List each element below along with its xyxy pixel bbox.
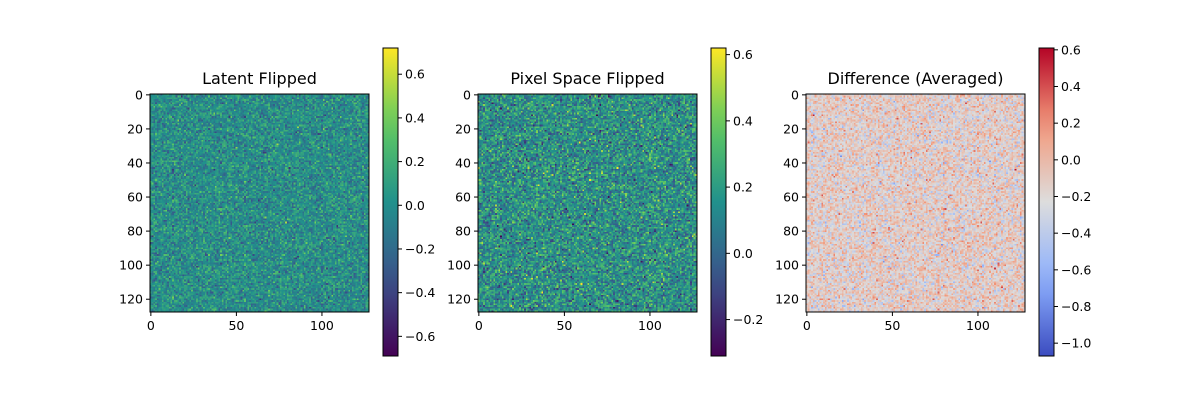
heatmap-image — [150, 94, 369, 312]
colorbar-tick-label: 0.4 — [405, 110, 425, 125]
colorbar-tick-label: −0.4 — [405, 285, 435, 300]
colorbar-tick-label: 0.2 — [1061, 116, 1081, 131]
axes-frame — [805, 93, 1026, 313]
colorbar-tick-label: −1.0 — [1061, 336, 1091, 351]
y-tick-label: 120 — [119, 292, 143, 307]
x-tick-label: 100 — [638, 318, 662, 333]
colorbar-tick-label: 0.4 — [733, 113, 753, 128]
y-tick-label: 80 — [455, 224, 471, 239]
x-tick-label: 0 — [147, 318, 155, 333]
y-tick-label: 0 — [135, 87, 143, 102]
heatmap-panel-1: Latent Flipped 0 50 100 0 20 40 60 80 100 120 0.6 0.… — [119, 47, 435, 357]
colorbar-tick-label: 0.4 — [1061, 79, 1081, 94]
y-tick-label: 60 — [455, 190, 471, 205]
y-tick-label: 0 — [463, 87, 471, 102]
y-tick-label: 20 — [783, 121, 799, 136]
chart-title: Latent Flipped — [202, 69, 317, 88]
x-tick-label: 50 — [556, 318, 572, 333]
y-tick-label: 20 — [127, 121, 143, 136]
colorbar — [711, 48, 726, 356]
y-tick-label: 20 — [455, 121, 471, 136]
y-tick-label: 40 — [127, 155, 143, 170]
heatmap-image — [478, 94, 697, 312]
colorbar-tick-label: 0.2 — [733, 180, 753, 195]
chart-title: Pixel Space Flipped — [510, 69, 664, 88]
colorbar-tick-label: −0.6 — [1061, 262, 1091, 277]
colorbar-tick-label: 0.2 — [405, 154, 425, 169]
y-tick-label: 100 — [775, 258, 799, 273]
colorbar-tick-label: −0.6 — [405, 329, 435, 344]
heatmap-panel-2: Pixel Space Flipped 0 50 100 0 20 40 60 80 100 120… — [447, 47, 763, 357]
x-tick-label: 100 — [966, 318, 990, 333]
y-tick-label: 60 — [783, 190, 799, 205]
y-tick-label: 40 — [455, 155, 471, 170]
colorbar-tick-label: 0.6 — [733, 47, 753, 62]
x-tick-label: 100 — [310, 318, 334, 333]
y-tick-label: 120 — [447, 292, 471, 307]
y-tick-label: 80 — [127, 224, 143, 239]
colorbar — [1039, 48, 1054, 356]
x-tick-label: 50 — [228, 318, 244, 333]
heatmap-panel-3: Difference (Averaged) 0 50 100 0 20 40 60 80 100 1… — [775, 42, 1091, 357]
colorbar-tick-label: −0.4 — [1061, 226, 1091, 241]
colorbar-tick-label: 0.0 — [1061, 152, 1081, 167]
y-tick-label: 60 — [127, 190, 143, 205]
y-tick-label: 100 — [119, 258, 143, 273]
y-tick-label: 0 — [791, 87, 799, 102]
colorbar-tick-label: 0.0 — [405, 198, 425, 213]
x-tick-label: 0 — [803, 318, 811, 333]
x-tick-label: 0 — [475, 318, 483, 333]
heatmap-image — [806, 94, 1025, 312]
y-tick-label: 40 — [783, 155, 799, 170]
y-tick-label: 100 — [447, 258, 471, 273]
colorbar — [383, 48, 398, 356]
y-tick-label: 120 — [775, 292, 799, 307]
colorbar-frame — [382, 47, 399, 357]
colorbar-tick-label: −0.2 — [1061, 189, 1091, 204]
colorbar-tick-label: 0.6 — [405, 67, 425, 82]
x-tick-label: 50 — [884, 318, 900, 333]
colorbar-tick-label: −0.2 — [405, 241, 435, 256]
colorbar-frame — [1038, 47, 1055, 357]
axes-frame — [149, 93, 370, 313]
colorbar-tick-label: 0.6 — [1061, 42, 1081, 57]
y-tick-label: 80 — [783, 224, 799, 239]
colorbar-tick-label: −0.2 — [733, 312, 763, 327]
chart-title: Difference (Averaged) — [828, 69, 1004, 88]
colorbar-tick-label: −0.8 — [1061, 299, 1091, 314]
colorbar-tick-label: 0.0 — [733, 246, 753, 261]
axes-frame — [477, 93, 698, 313]
colorbar-frame — [710, 47, 727, 357]
